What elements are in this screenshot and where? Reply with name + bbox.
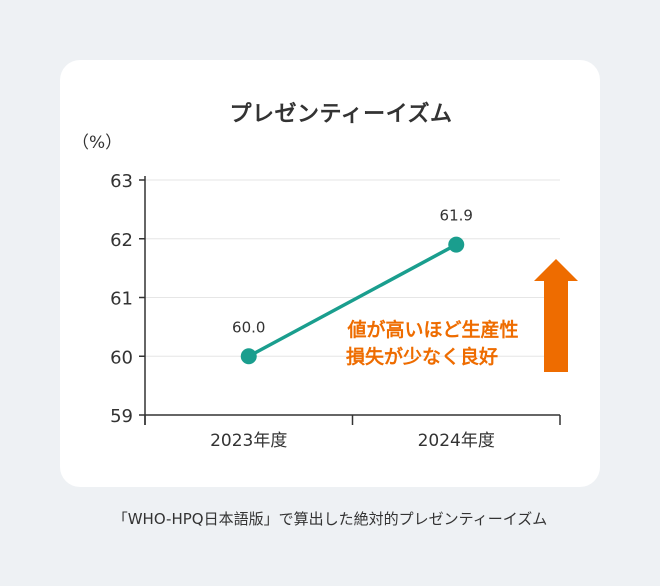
axes (139, 176, 561, 425)
y-tick-label: 59 (110, 406, 133, 427)
up-arrow-icon (534, 259, 578, 372)
data-point (240, 348, 257, 365)
y-tick-label: 60 (110, 347, 133, 368)
y-tick-label: 61 (110, 289, 133, 310)
series (240, 236, 465, 365)
x-tick-label: 2024年度 (418, 431, 495, 451)
y-axis-unit-label: （%） (72, 133, 123, 153)
y-tick-label: 62 (110, 230, 133, 251)
gridlines (145, 179, 560, 357)
data-point (448, 236, 465, 253)
chart-title: プレゼンティーイズム (229, 102, 453, 127)
x-tick-label: 2023年度 (210, 431, 287, 451)
tick-labels: 59 60 61 62 63 2023年度 2024年度 (110, 171, 495, 451)
data-labels: 60.0 61.9 (232, 207, 473, 337)
source-note: 「WHO-HPQ日本語版」で算出した絶対的プレゼンティーイズム (112, 510, 548, 528)
y-tick-label: 63 (110, 171, 133, 192)
data-label: 61.9 (440, 207, 473, 225)
annotation-line-2: 損失が少なく良好 (346, 345, 498, 368)
series-line (247, 242, 458, 358)
chart-card (60, 60, 600, 487)
annotation-line-1: 値が高いほど生産性 (346, 318, 518, 341)
data-label: 60.0 (232, 318, 265, 336)
annotation: 値が高いほど生産性 損失が少なく良好 (346, 259, 578, 372)
